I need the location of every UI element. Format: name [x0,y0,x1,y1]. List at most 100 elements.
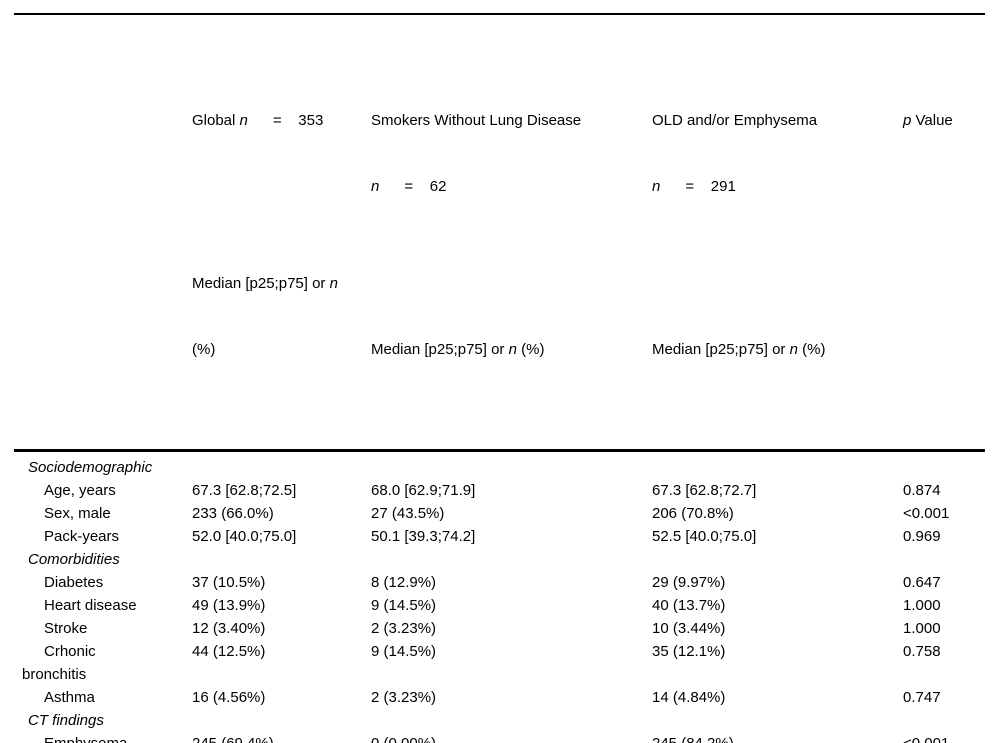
col-header-smokers-title: Smokers Without Lung Disease [371,110,652,132]
row-label: Emphysema [14,732,192,743]
header-text: Median [p25;p75] or [371,341,509,358]
cell-global: 52.0 [40.0;75.0] [192,528,297,545]
cell-global: 37 (10.5%) [192,574,266,591]
row-label-line: Crhonic [44,643,96,660]
col-header-old-subtitle: Median [p25;p75] or n (%) [652,295,903,405]
col-header-global: Global n = 353 Median [p25;p75] or n (%) [192,22,371,449]
cell-smokers: 8 (12.9%) [371,574,437,591]
cell-smokers: 2 (3.23%) [371,689,437,706]
col-header-old-title: OLD and/or Emphysema [652,110,903,132]
row-label-line: Pack-years [44,528,120,545]
cell-smokers: 68.0 [62.9;71.9] [371,482,476,499]
header-n-symbol: n [789,341,798,358]
cell-pvalue: 0.969 [903,528,941,545]
cell-old: 35 (12.1%) [652,643,726,660]
cell-old: 29 (9.97%) [652,574,726,591]
row-label-line: Sociodemographic [28,459,153,476]
col-header-old-count: n = 291 [652,176,903,198]
table-row: Diabetes 37 (10.5%) 8 (12.9%) 29 (9.97%)… [14,571,985,594]
header-text: Median [p25;p75] or [652,341,790,358]
header-text: (%) [516,341,545,358]
cell-pvalue: 1.000 [903,620,941,637]
row-label-line: Diabetes [44,574,104,591]
table-header: Global n = 353 Median [p25;p75] or n (%)… [14,15,985,449]
row-label-line: Stroke [44,620,88,637]
cell-smokers: 27 (43.5%) [371,505,445,522]
header-p-symbol: p [903,112,912,129]
col-header-old: OLD and/or Emphysema n = 291 Median [p25… [652,22,903,449]
cell-global: 245 (69.4%) [192,732,371,743]
table-row: Asthma 16 (4.56%) 2 (3.23%) 14 (4.84%) 0… [14,686,985,709]
cell-old: 10 (3.44%) [652,620,726,637]
table-row: Emphysema 245 (69.4%) 0 (0.00%) 245 (84.… [14,732,985,743]
row-label-line: Heart disease [44,597,137,614]
table-row: Sociodemographic [14,456,985,479]
cell-old: 14 (4.84%) [652,689,726,706]
cell-old: 206 (70.8%) [652,505,734,522]
table-body: Sociodemographic Age, years 67.3 [62.8;7… [14,452,985,743]
row-label: Stroke [14,617,192,640]
cell-pvalue: 0.758 [903,643,941,660]
row-label: Pack-years [14,525,192,548]
table-row: Sex, male 233 (66.0%) 27 (43.5%) 206 (70… [14,502,985,525]
cell-old: 67.3 [62.8;72.7] [652,482,757,499]
header-n-symbol: n [371,178,380,195]
cell-smokers: 2 (3.23%) [371,620,437,637]
header-n-symbol: n [329,275,338,292]
row-label: Crhonic bronchitis [14,640,192,686]
cell-global: 44 (12.5%) [192,643,266,660]
header-text: (%) [797,341,826,358]
cell-smokers: 9 (14.5%) [371,643,437,660]
header-text: = 291 [660,178,736,195]
table-row: Age, years 67.3 [62.8;72.5] 68.0 [62.9;7… [14,479,985,502]
cell-smokers: 0 (0.00%) [371,732,652,743]
header-n-symbol: n [652,178,661,195]
row-label-line: Asthma [44,689,95,706]
cell-pvalue: 0.747 [903,689,941,706]
cell-pvalue: <0.001 [903,505,950,522]
cell-smokers: 50.1 [39.3;74.2] [371,528,476,545]
header-text: = 62 [379,178,447,195]
cell-pvalue: 1.000 [903,597,941,614]
col-header-pvalue-title: p Value [903,110,985,132]
header-text: (%) [192,341,216,358]
table-row: CT findings [14,709,985,732]
table-row: Heart disease 49 (13.9%) 9 (14.5%) 40 (1… [14,594,985,617]
header-text: Smokers Without Lung Disease [371,112,582,129]
header-text: OLD and/or Emphysema [652,112,818,129]
row-label: Sociodemographic [14,456,192,479]
row-label-line: Sex, male [44,505,111,522]
row-label-line: Emphysema [14,732,186,743]
row-label: CT findings [14,709,192,732]
header-text: Value [911,112,953,129]
header-text: Median [p25;p75] or [192,275,330,292]
row-label: Sex, male [14,502,192,525]
header-text: = 353 [247,112,324,129]
col-header-smokers-count: n = 62 [371,176,652,198]
row-label-line: bronchitis [22,666,87,683]
cell-global: 233 (66.0%) [192,505,274,522]
table-top-rule [14,13,985,15]
cell-global: 49 (13.9%) [192,597,266,614]
col-header-global-subtitle: Median [p25;p75] or n (%) [192,229,371,405]
row-label: Heart disease [14,594,192,617]
row-label: Asthma [14,686,192,709]
cell-global: 12 (3.40%) [192,620,266,637]
cell-global: 67.3 [62.8;72.5] [192,482,297,499]
cell-pvalue: <0.001 [903,732,985,743]
table-row: Pack-years 52.0 [40.0;75.0] 50.1 [39.3;7… [14,525,985,548]
header-n-symbol: n [508,341,517,358]
col-header-smokers: Smokers Without Lung Disease n = 62 Medi… [371,22,652,449]
table-row: Crhonic bronchitis 44 (12.5%) 9 (14.5%) 3… [14,640,985,686]
cell-pvalue: 0.874 [903,482,941,499]
cell-global: 16 (4.56%) [192,689,266,706]
col-header-smokers-subtitle: Median [p25;p75] or n (%) [371,295,652,405]
table-row: Stroke 12 (3.40%) 2 (3.23%) 10 (3.44%) 1… [14,617,985,640]
stats-table: Global n = 353 Median [p25;p75] or n (%)… [14,13,985,743]
row-label: Diabetes [14,571,192,594]
row-label-line: Comorbidities [28,551,120,568]
row-label-line: CT findings [28,712,104,729]
header-n-symbol: n [239,112,248,129]
col-header-global-title: Global n = 353 [192,110,371,132]
